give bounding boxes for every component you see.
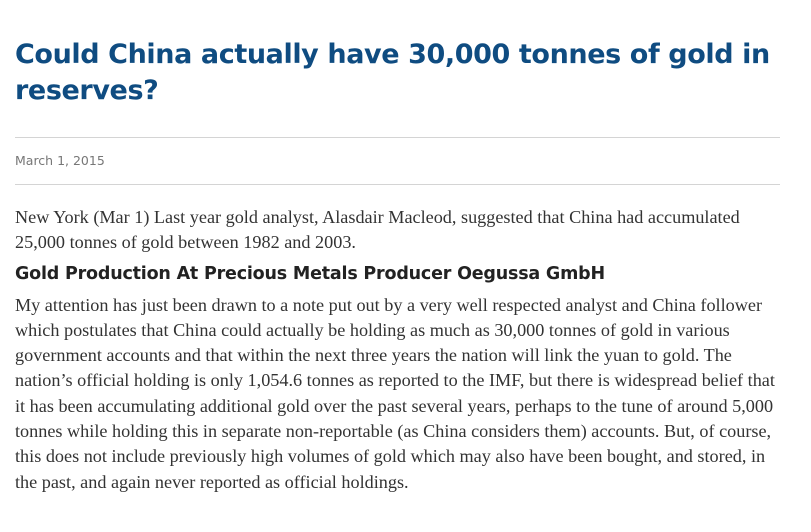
date-divider — [15, 184, 780, 185]
publish-date: March 1, 2015 — [15, 153, 105, 168]
article-title: Could China actually have 30,000 tonnes … — [15, 39, 770, 106]
body-paragraph: My attention has just been drawn to a no… — [15, 294, 775, 492]
article: Could China actually have 30,000 tonnes … — [15, 0, 780, 492]
article-body: New York (Mar 1) Last year gold analyst,… — [15, 205, 785, 495]
intro-paragraph: New York (Mar 1) Last year gold analyst,… — [15, 207, 740, 253]
title-divider — [15, 137, 780, 138]
section-heading: Gold Production At Precious Metals Produ… — [15, 263, 605, 284]
